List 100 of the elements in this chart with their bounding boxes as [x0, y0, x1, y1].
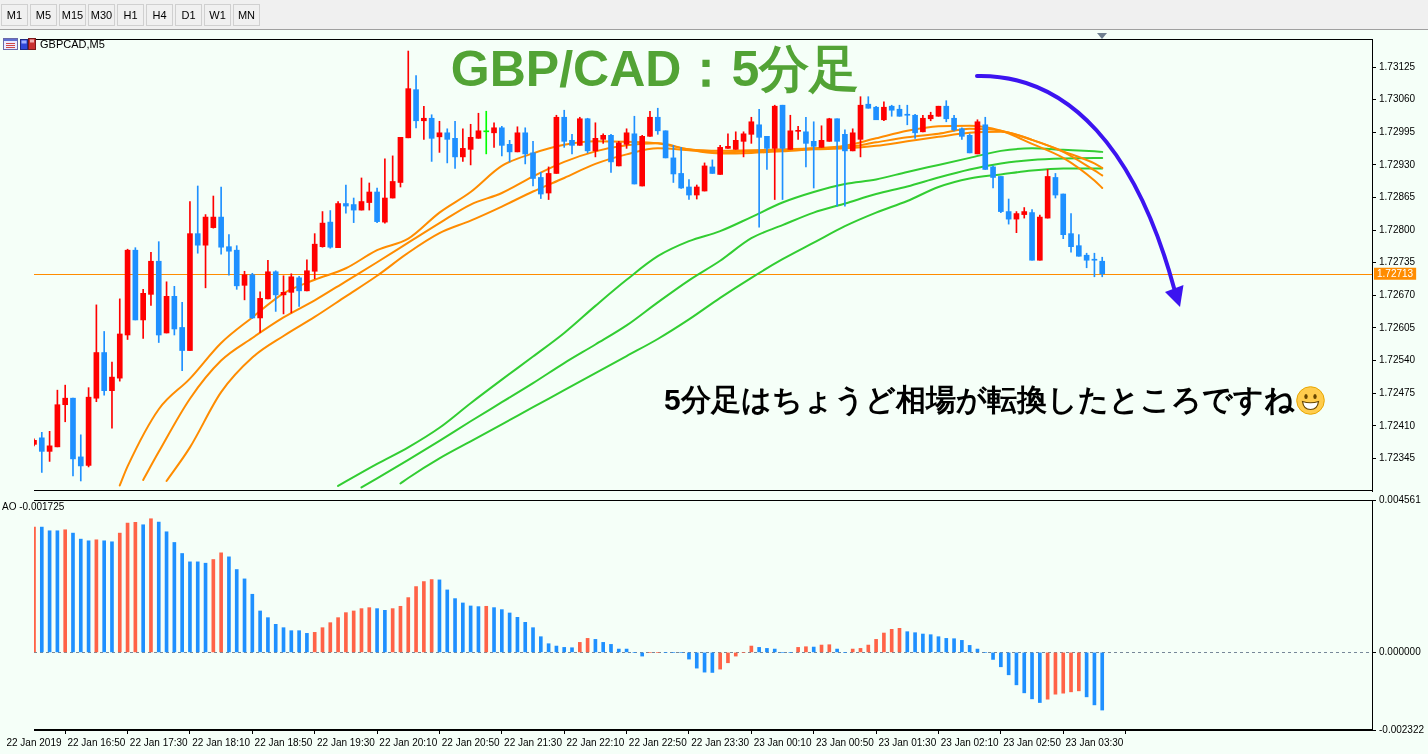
bar — [570, 647, 574, 653]
x-tick-label: 22 Jan 20:10 — [379, 736, 438, 748]
bar — [445, 589, 450, 653]
bar — [406, 597, 411, 653]
x-tick-label: 22 Jan 22:10 — [566, 736, 625, 748]
y-tick-label: 0.004561 — [1379, 493, 1422, 505]
bar — [1100, 652, 1105, 711]
bar — [562, 647, 567, 653]
bar — [827, 644, 832, 653]
bar — [811, 646, 816, 653]
bar — [227, 556, 231, 653]
x-tick-label: 23 Jan 02:10 — [940, 736, 1000, 748]
bar — [63, 529, 68, 653]
candlestick — [842, 129, 848, 207]
bar — [188, 561, 192, 653]
x-tick-label: 22 Jan 16:50 — [67, 736, 126, 748]
bar — [110, 541, 114, 653]
y-tick-label: 1.72670 — [1379, 289, 1416, 301]
bar — [219, 552, 223, 653]
candlestick — [77, 434, 84, 482]
bar — [180, 553, 184, 653]
bar — [500, 609, 504, 653]
bar — [484, 605, 489, 653]
y-tick-label: 1.72930 — [1379, 158, 1416, 170]
bar — [258, 610, 262, 653]
bar — [422, 581, 426, 653]
bar — [1030, 652, 1034, 700]
bar — [999, 652, 1003, 668]
bar — [344, 612, 348, 653]
y-tick-label: 1.72605 — [1379, 321, 1416, 333]
bar — [874, 639, 878, 653]
text: W1 — [209, 8, 226, 21]
y-tick-label: 1.73060 — [1379, 93, 1416, 105]
bar — [960, 640, 964, 653]
x-tick-label: 22 Jan 17:30 — [129, 736, 189, 748]
x-tick-label: 23 Jan 00:10 — [753, 736, 812, 748]
text: H1 — [123, 8, 138, 21]
bar — [889, 629, 894, 653]
y-tick-label: 1.72865 — [1379, 191, 1416, 203]
bar — [461, 602, 465, 653]
candlestick — [226, 234, 232, 276]
bar — [757, 647, 761, 653]
bar — [772, 648, 777, 653]
x-tick-label: 22 Jan 23:30 — [691, 736, 750, 748]
bar — [882, 632, 886, 653]
chart-title: GBP/CAD：5分足 — [450, 41, 860, 97]
x-tick-label: 23 Jan 03:30 — [1065, 736, 1124, 748]
bar — [1022, 652, 1027, 694]
candlestick — [421, 105, 427, 140]
bar — [195, 561, 200, 653]
bar — [141, 524, 145, 653]
candlestick — [444, 128, 451, 164]
candlestick — [756, 108, 762, 228]
bar — [577, 642, 582, 653]
x-tick-label: 22 Jan 19:30 — [316, 736, 376, 748]
candlestick — [810, 121, 817, 189]
bar — [305, 633, 309, 653]
bar — [718, 652, 722, 670]
bar — [952, 638, 956, 653]
bar — [796, 647, 800, 653]
x-tick-label: 22 Jan 21:30 — [504, 736, 563, 748]
text: M5 — [35, 8, 52, 21]
candlestick — [62, 384, 69, 423]
bar — [523, 622, 528, 653]
bar — [328, 622, 333, 653]
bar — [866, 644, 871, 653]
bar — [453, 598, 457, 653]
bar — [289, 630, 294, 653]
y-tick-label: -0.002322 — [1379, 723, 1425, 735]
x-tick-label: 23 Jan 00:50 — [816, 736, 875, 748]
candlestick — [109, 361, 115, 429]
bar — [297, 630, 301, 653]
y-tick-label: 1.72800 — [1379, 223, 1416, 235]
ref-line-label: 1.72713 — [1377, 268, 1414, 280]
y-tick-label: 1.72345 — [1379, 452, 1416, 464]
bar — [1061, 652, 1066, 694]
x-tick-label: 23 Jan 01:30 — [878, 736, 937, 748]
bar — [1069, 652, 1073, 693]
candlestick — [904, 104, 911, 126]
candlestick — [343, 184, 349, 214]
bar — [804, 646, 808, 653]
candlestick — [491, 122, 497, 148]
bar — [367, 607, 372, 653]
bar — [273, 624, 278, 653]
candlestick — [725, 133, 731, 149]
bar — [266, 617, 270, 653]
text: MN — [237, 8, 256, 21]
text: M1 — [6, 8, 23, 21]
bar — [601, 642, 606, 653]
bar — [609, 644, 613, 653]
annotation: 5分足はちょうど相場が転換したところですね — [664, 382, 1295, 418]
bar — [835, 648, 839, 653]
y-tick-label: 1.73125 — [1379, 60, 1416, 72]
bar — [928, 634, 933, 653]
bar — [850, 648, 855, 653]
text: M30 — [90, 8, 113, 21]
y-tick-label: 1.72410 — [1379, 419, 1416, 431]
bar — [1038, 652, 1042, 703]
bar — [156, 521, 161, 653]
bar — [250, 593, 255, 653]
